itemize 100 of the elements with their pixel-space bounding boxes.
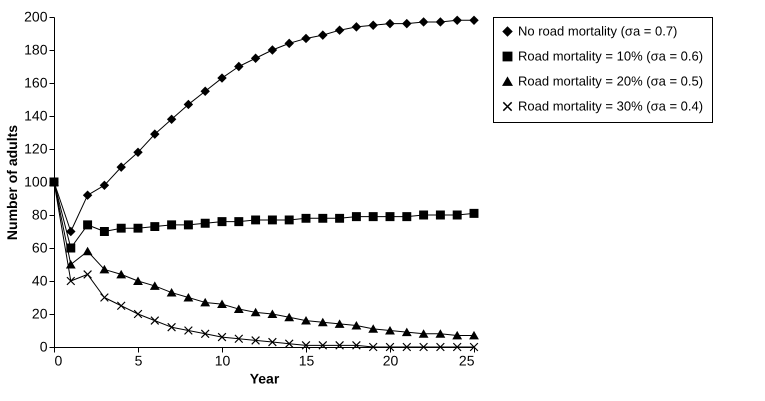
point [302,340,310,350]
x-tick-label: 5 [134,352,143,368]
point [402,19,412,28]
point [83,190,92,200]
point [284,38,294,48]
y-tick-label: 60 [32,240,48,256]
point [402,212,412,222]
point [116,301,126,310]
point [386,342,394,352]
point [452,210,462,220]
point [302,316,310,325]
point [251,54,260,63]
y-tick-label: 20 [32,306,48,322]
point [419,330,428,338]
point [284,313,294,322]
point [218,332,226,342]
point [251,308,260,316]
y-tick-label: 140 [24,108,48,124]
point [335,214,344,223]
point [268,310,277,318]
point [234,217,244,226]
point [402,342,412,352]
point [234,305,244,314]
point [83,220,92,230]
point [335,26,344,35]
point [368,324,378,333]
point [167,322,176,332]
point [368,342,378,352]
point [386,19,394,28]
point [134,148,142,157]
point [352,22,361,32]
point [452,331,462,340]
point [100,180,109,190]
point [268,215,277,224]
point [184,220,193,230]
point [318,30,328,40]
point [116,224,126,233]
point [419,342,428,352]
x-tick-label: 15 [298,352,314,368]
point [116,270,126,278]
legend-label: Road mortality = 20% (σa = 0.5) [518,74,704,88]
point [318,340,328,350]
y-tick-label: 40 [32,272,48,288]
point [352,212,361,222]
x-tick-label: 0 [54,352,62,368]
point [100,227,109,236]
point [452,342,462,352]
point [352,340,361,350]
point [234,62,244,71]
point [66,244,76,252]
point [386,326,394,334]
point [419,17,428,26]
point [268,338,277,347]
y-tick-label: 160 [24,74,48,90]
y-tick-label: 0 [40,338,48,354]
legend-label: Road mortality = 10% (σa = 0.6) [518,48,704,64]
point [66,260,76,268]
point [302,34,310,43]
point [167,114,176,124]
point [134,277,142,285]
legend-label: No road mortality (σa = 0.7) [518,24,678,38]
point [218,217,226,226]
point [200,298,210,306]
point [402,328,412,336]
legend-label: Road mortality = 30% (σa = 0.4) [518,98,704,114]
x-tick-label: 20 [382,352,398,368]
point [470,208,478,218]
point [184,326,193,335]
point [318,318,328,326]
x-tick-label: 25 [458,352,475,368]
point [167,220,176,230]
point [150,316,160,326]
point [251,215,260,224]
y-tick-label: 180 [24,42,48,58]
point [150,130,160,139]
point [150,222,160,232]
point [134,224,142,233]
point [368,212,378,222]
y-tick-label: 80 [32,206,48,222]
point [200,329,210,338]
point [335,320,344,328]
point [150,282,160,290]
point [352,322,361,330]
point [419,210,428,220]
x-tick-label: 10 [214,352,230,368]
point [200,218,210,228]
point [368,20,378,30]
point [251,336,260,345]
point [268,46,277,54]
y-tick-label: 200 [24,8,48,24]
point [66,227,76,236]
point [66,276,76,286]
point [83,270,92,279]
point [436,210,445,220]
y-tick-label: 120 [24,140,48,156]
point [234,334,244,344]
point [134,310,142,318]
point [83,247,92,256]
point [335,340,344,350]
point [302,214,310,223]
